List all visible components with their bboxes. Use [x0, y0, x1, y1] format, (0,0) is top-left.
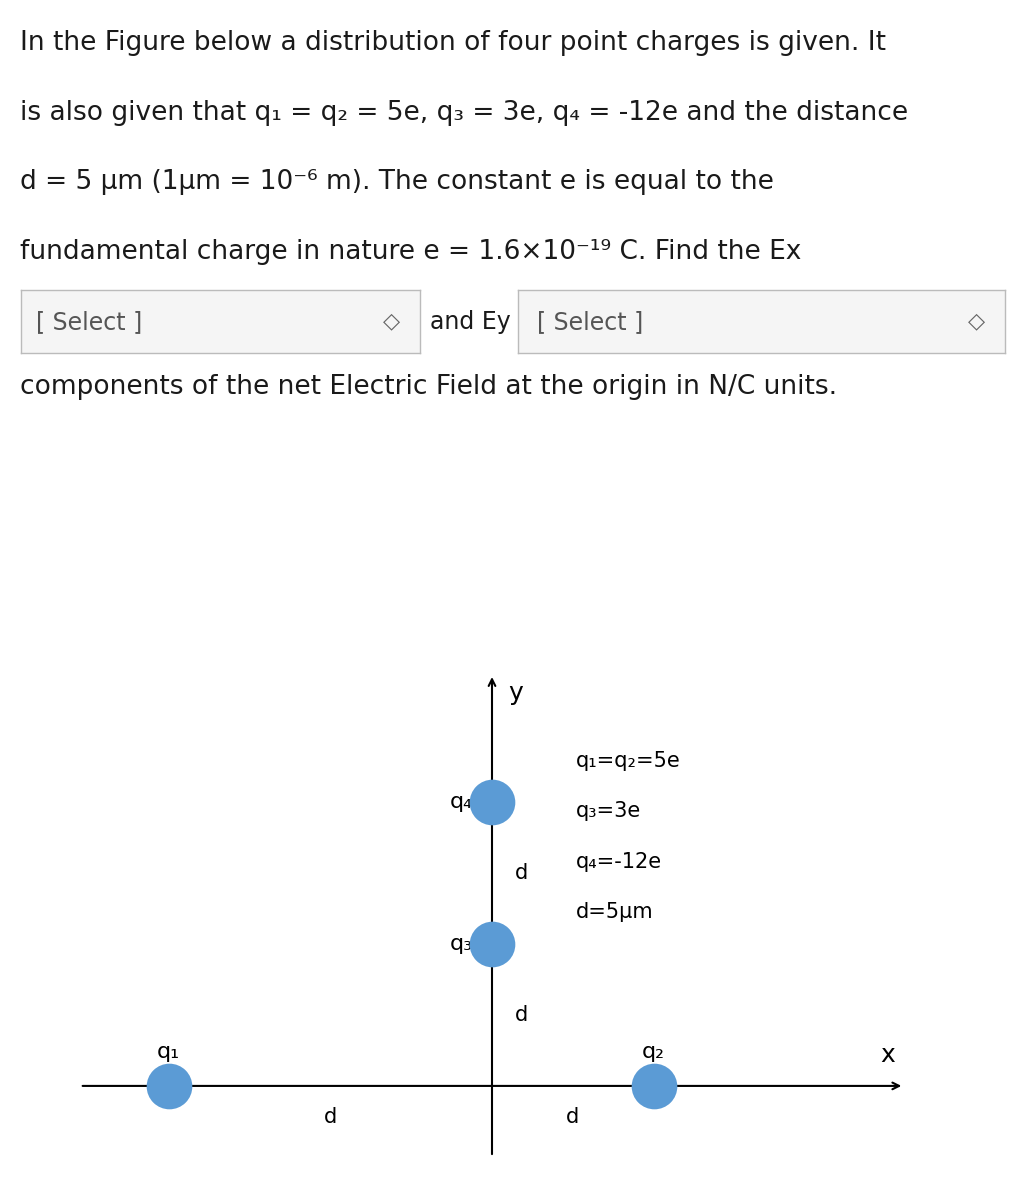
Point — [484, 792, 500, 811]
Text: q₄=-12e: q₄=-12e — [576, 852, 662, 871]
Text: fundamental charge in nature e = 1.6×10⁻¹⁹ C. Find the Ex: fundamental charge in nature e = 1.6×10⁻… — [20, 239, 802, 265]
Text: ◇: ◇ — [968, 312, 985, 331]
Text: q₁: q₁ — [157, 1042, 180, 1062]
Text: q₃: q₃ — [450, 934, 473, 954]
Text: d=5μm: d=5μm — [576, 902, 654, 922]
Text: d: d — [515, 1004, 528, 1025]
Text: In the Figure below a distribution of four point charges is given. It: In the Figure below a distribution of fo… — [20, 30, 887, 56]
Point — [646, 1076, 662, 1096]
Text: d = 5 μm (1μm = 10⁻⁶ m). The constant e is equal to the: d = 5 μm (1μm = 10⁻⁶ m). The constant e … — [20, 169, 774, 196]
Text: q₄: q₄ — [450, 792, 473, 812]
Text: x: x — [880, 1044, 896, 1068]
Text: d: d — [515, 863, 528, 883]
Text: [ Select ]: [ Select ] — [537, 310, 644, 334]
Text: components of the net Electric Field at the origin in N/C units.: components of the net Electric Field at … — [20, 374, 837, 401]
Text: d: d — [324, 1108, 337, 1127]
Text: d: d — [566, 1108, 579, 1127]
Text: and Ey: and Ey — [430, 310, 511, 334]
Point — [484, 935, 500, 954]
Text: q₃=3e: q₃=3e — [576, 802, 642, 821]
Text: q₁=q₂=5e: q₁=q₂=5e — [576, 751, 681, 770]
Text: y: y — [508, 682, 523, 706]
Point — [161, 1076, 177, 1096]
Text: [ Select ]: [ Select ] — [37, 310, 142, 334]
Text: ◇: ◇ — [383, 312, 400, 331]
Text: is also given that q₁ = q₂ = 5e, q₃ = 3e, q₄ = -12e and the distance: is also given that q₁ = q₂ = 5e, q₃ = 3e… — [20, 100, 908, 126]
Text: q₂: q₂ — [642, 1042, 665, 1062]
